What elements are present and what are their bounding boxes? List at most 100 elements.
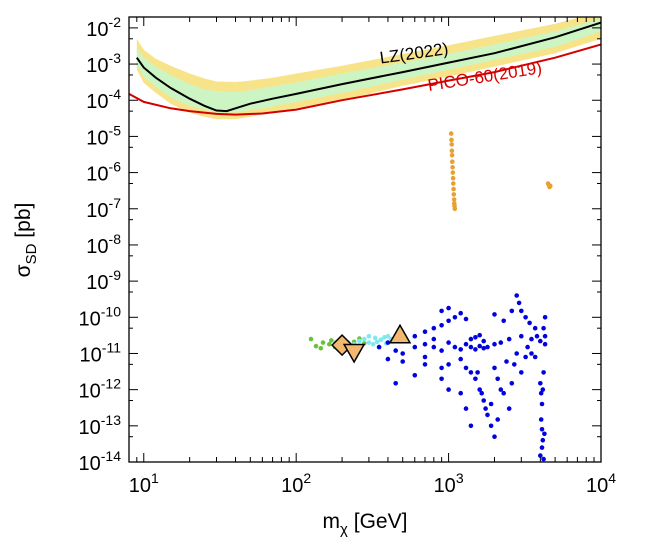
point-blue bbox=[506, 336, 512, 342]
point-cyan bbox=[366, 333, 372, 339]
point-orange bbox=[451, 186, 456, 192]
point-blue bbox=[529, 351, 534, 356]
plot-area bbox=[129, 17, 601, 462]
benchmarks-layer bbox=[331, 323, 412, 364]
y-tick-label: 10-10 bbox=[79, 303, 122, 330]
point-blue bbox=[542, 333, 548, 339]
point-orange bbox=[449, 142, 455, 147]
point-blue bbox=[452, 315, 458, 320]
point-blue bbox=[468, 423, 474, 429]
point-orange bbox=[449, 148, 455, 154]
y-tick-label: 10-2 bbox=[86, 14, 121, 41]
point-blue bbox=[446, 318, 451, 324]
point-blue bbox=[473, 347, 478, 352]
point-blue bbox=[492, 365, 497, 371]
point-blue bbox=[385, 356, 391, 362]
curve-lz-2022 bbox=[135, 21, 601, 113]
point-blue bbox=[523, 315, 528, 320]
point-blue bbox=[514, 293, 519, 298]
point-blue bbox=[488, 423, 494, 429]
y-tick-label: 10-8 bbox=[86, 231, 121, 258]
point-blue bbox=[495, 376, 501, 382]
point-blue bbox=[539, 445, 545, 450]
point-orange bbox=[449, 153, 455, 158]
point-blue bbox=[473, 335, 478, 340]
y-tick-label: 10-9 bbox=[86, 267, 121, 294]
y-tick-label: 10-12 bbox=[79, 376, 122, 403]
point-blue bbox=[504, 359, 509, 364]
point-blue bbox=[400, 359, 406, 364]
point-blue bbox=[534, 333, 540, 339]
point-orange bbox=[451, 192, 457, 197]
point-blue bbox=[501, 318, 507, 324]
point-blue bbox=[538, 417, 544, 422]
point-blue bbox=[458, 390, 464, 396]
point-blue bbox=[506, 406, 512, 411]
point-blue bbox=[542, 341, 548, 347]
point-blue bbox=[473, 376, 478, 382]
point-orange bbox=[448, 131, 454, 136]
point-blue bbox=[483, 406, 488, 411]
point-blue bbox=[495, 417, 501, 422]
point-blue bbox=[519, 308, 524, 314]
point-blue bbox=[540, 437, 546, 443]
point-blue bbox=[439, 365, 444, 371]
point-blue bbox=[541, 370, 546, 375]
benchmark-triangle-down bbox=[342, 343, 366, 364]
point-blue bbox=[541, 325, 546, 331]
y-tick-label: 10-5 bbox=[86, 122, 121, 149]
point-blue bbox=[475, 370, 480, 375]
point-blue bbox=[458, 356, 464, 362]
curves-layer bbox=[129, 21, 601, 116]
point-blue bbox=[492, 434, 497, 440]
point-orange bbox=[450, 165, 455, 170]
points-layer bbox=[308, 131, 553, 462]
point-orange bbox=[449, 137, 454, 143]
x-axis-title: mχ [GeV] bbox=[323, 510, 408, 538]
point-blue bbox=[532, 354, 538, 360]
point-blue bbox=[527, 320, 532, 326]
point-orange bbox=[450, 175, 456, 181]
point-blue bbox=[477, 332, 483, 338]
curve-pico-60-2019 bbox=[129, 43, 601, 116]
point-blue bbox=[512, 362, 517, 367]
point-blue bbox=[540, 387, 546, 392]
point-orange bbox=[450, 170, 456, 175]
point-blue bbox=[463, 406, 469, 411]
point-blue bbox=[446, 387, 451, 392]
point-blue bbox=[538, 338, 543, 344]
point-blue bbox=[463, 365, 469, 371]
plot-frame bbox=[128, 16, 602, 463]
point-orange bbox=[452, 206, 458, 212]
point-orange bbox=[548, 183, 553, 189]
point-cyan bbox=[378, 337, 384, 343]
point-blue bbox=[463, 316, 469, 322]
point-blue bbox=[412, 333, 418, 339]
x-tick-label: 104 bbox=[586, 470, 616, 497]
point-blue bbox=[446, 340, 451, 345]
point-green bbox=[313, 343, 319, 349]
point-blue bbox=[516, 300, 522, 306]
benchmark-triangle-up bbox=[388, 323, 412, 344]
point-blue bbox=[452, 344, 458, 350]
point-blue bbox=[422, 362, 428, 367]
point-green bbox=[318, 345, 324, 351]
point-blue bbox=[376, 344, 382, 350]
point-blue bbox=[477, 387, 483, 392]
point-blue bbox=[468, 344, 474, 350]
point-green bbox=[327, 341, 332, 347]
bands-layer bbox=[136, 17, 601, 120]
y-axis-title: σSD [pb] bbox=[12, 203, 40, 278]
point-blue bbox=[481, 398, 487, 403]
point-green bbox=[329, 338, 334, 343]
point-blue bbox=[412, 373, 418, 378]
point-blue bbox=[519, 333, 524, 339]
point-blue bbox=[541, 456, 546, 462]
point-cyan bbox=[385, 333, 391, 339]
point-blue bbox=[539, 401, 545, 407]
point-blue bbox=[458, 310, 464, 316]
point-green bbox=[308, 336, 314, 342]
point-blue bbox=[393, 348, 399, 353]
point-blue bbox=[439, 376, 444, 382]
